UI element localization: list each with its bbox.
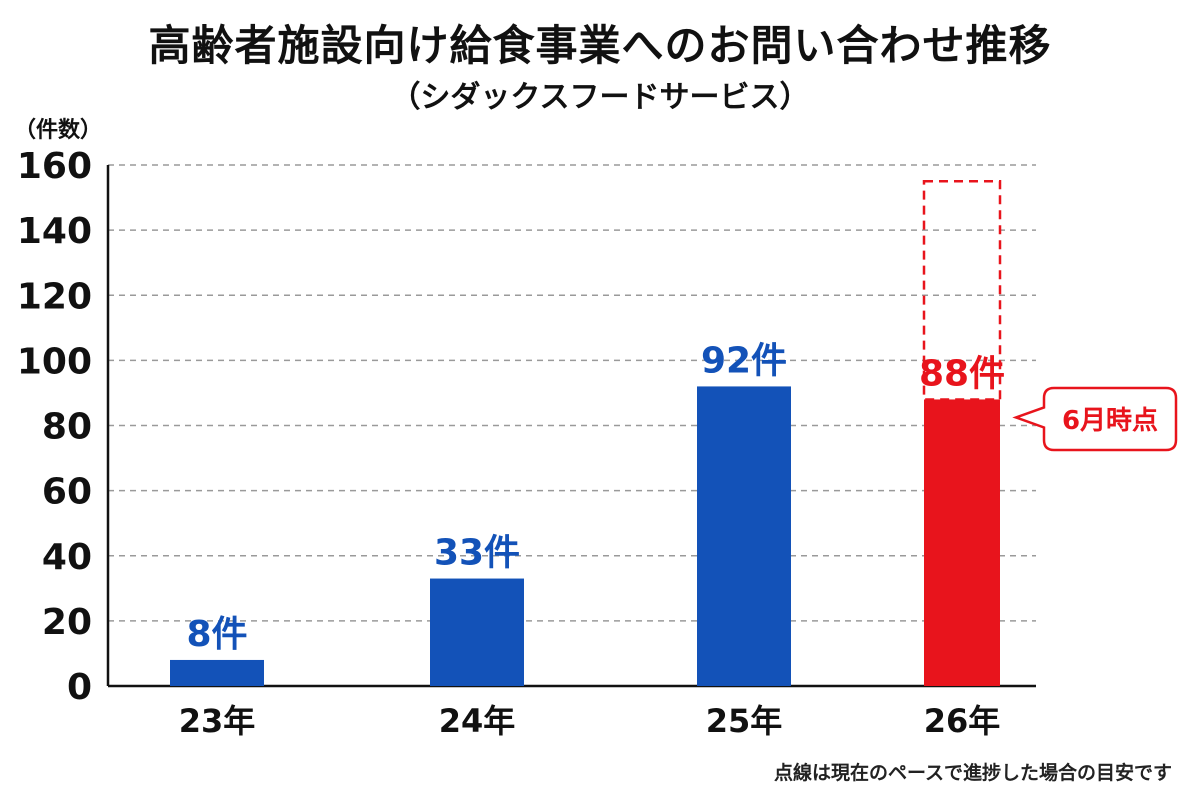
y-axis-unit-label: （件数）: [14, 118, 103, 143]
data-label: 88件: [919, 353, 1005, 394]
y-tick-label: 20: [42, 602, 92, 643]
y-tick-label: 40: [42, 537, 92, 578]
y-tick-label: 140: [17, 211, 92, 252]
y-tick-label: 100: [17, 341, 92, 382]
y-tick-label: 60: [42, 472, 92, 513]
data-label: 92件: [701, 340, 787, 381]
x-tick-label: 25年: [706, 702, 783, 740]
annotation-text: 6月時点: [1062, 405, 1158, 436]
y-tick-label: 0: [67, 667, 92, 708]
chart-subtitle: （シダックスフードサービス）: [390, 80, 810, 115]
data-label: 8件: [186, 614, 247, 655]
x-tick-label: 24年: [439, 702, 516, 740]
bar-24年: [430, 578, 524, 686]
y-tick-label: 120: [17, 276, 92, 317]
footnote: 点線は現在のペースで進捗した場合の目安です: [773, 762, 1172, 784]
x-tick-label: 26年: [924, 702, 1001, 740]
data-label: 33件: [434, 533, 520, 574]
y-tick-label: 160: [17, 146, 92, 187]
x-tick-label: 23年: [179, 702, 256, 740]
bar-23年: [170, 659, 264, 686]
bar-26年: [924, 399, 1000, 686]
bar-25年: [697, 386, 791, 686]
y-tick-label: 80: [42, 407, 92, 448]
annotation-callout: [1012, 386, 1178, 452]
chart-title: 高齢者施設向け給食事業へのお問い合わせ推移: [148, 21, 1052, 70]
